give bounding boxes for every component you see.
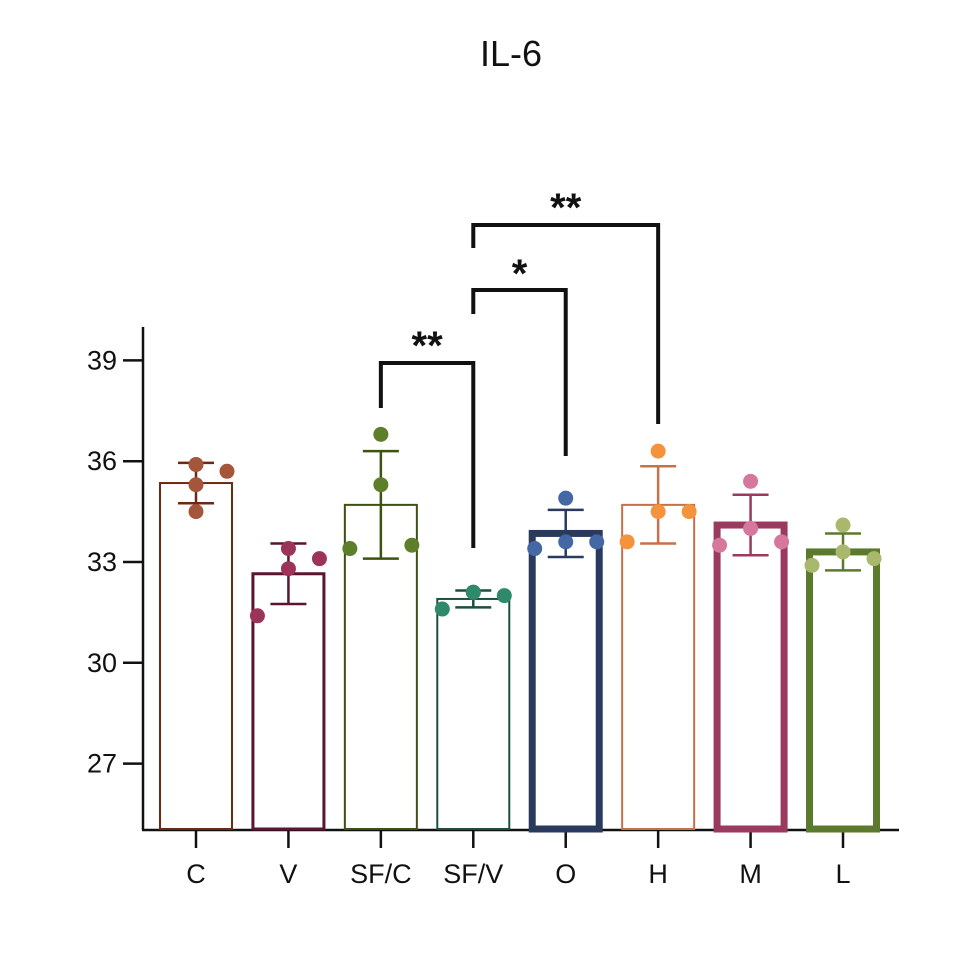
significance-label: *: [512, 252, 528, 296]
data-point: [188, 457, 204, 473]
data-point: [311, 551, 327, 567]
data-point: [650, 504, 666, 520]
data-point: [404, 537, 420, 553]
axes: 27 30 33 36 39 C V SF/C SF/V O H M L: [87, 327, 899, 889]
data-point: [835, 544, 851, 560]
data-point: [188, 477, 204, 493]
y-tick-label: 39: [87, 345, 117, 375]
data-point: [774, 534, 790, 550]
x-tick-label: L: [835, 859, 850, 889]
data-point: [188, 504, 204, 520]
data-points: [188, 426, 882, 624]
x-tick-label: O: [555, 859, 576, 889]
significance-bracket: [471, 223, 661, 424]
data-point: [712, 537, 728, 553]
data-point: [650, 443, 666, 459]
data-point: [249, 608, 265, 624]
data-point: [342, 541, 358, 557]
x-tick-label: H: [648, 859, 668, 889]
data-point: [527, 541, 543, 557]
y-tick-label: 33: [87, 547, 117, 577]
data-point: [743, 473, 759, 489]
data-point: [465, 584, 481, 600]
x-tick-label: C: [186, 859, 206, 889]
data-point: [866, 551, 882, 567]
y-tick-label: 30: [87, 648, 117, 678]
data-point: [280, 561, 296, 577]
significance-label: **: [550, 186, 582, 230]
bar: [436, 597, 511, 831]
significance-brackets: *****: [378, 186, 661, 548]
bar: [159, 482, 233, 830]
data-point: [373, 426, 389, 442]
data-point: [558, 490, 574, 506]
bar: [621, 503, 696, 830]
bar: [528, 529, 603, 833]
data-point: [496, 588, 512, 604]
bars: [159, 482, 881, 833]
chart-title: IL-6: [480, 33, 542, 74]
data-point: [219, 463, 235, 479]
data-point: [280, 541, 296, 557]
data-point: [681, 504, 697, 520]
data-point: [558, 534, 574, 550]
significance-bracket: [378, 361, 476, 548]
data-point: [804, 557, 820, 573]
data-point: [619, 534, 635, 550]
x-tick-label: V: [279, 859, 297, 889]
data-point: [373, 477, 389, 493]
x-tick-label: M: [739, 859, 762, 889]
bar: [713, 521, 788, 833]
x-tick-label: SF/C: [350, 859, 412, 889]
data-point: [589, 534, 605, 550]
significance-label: **: [412, 324, 444, 368]
significance-bracket: [471, 288, 568, 456]
data-point: [835, 517, 851, 533]
y-tick-label: 36: [87, 446, 117, 476]
x-tick-label: SF/V: [443, 859, 503, 889]
data-point: [434, 601, 450, 617]
y-tick-label: 27: [87, 749, 117, 779]
bar: [806, 548, 881, 833]
data-point: [743, 520, 759, 536]
